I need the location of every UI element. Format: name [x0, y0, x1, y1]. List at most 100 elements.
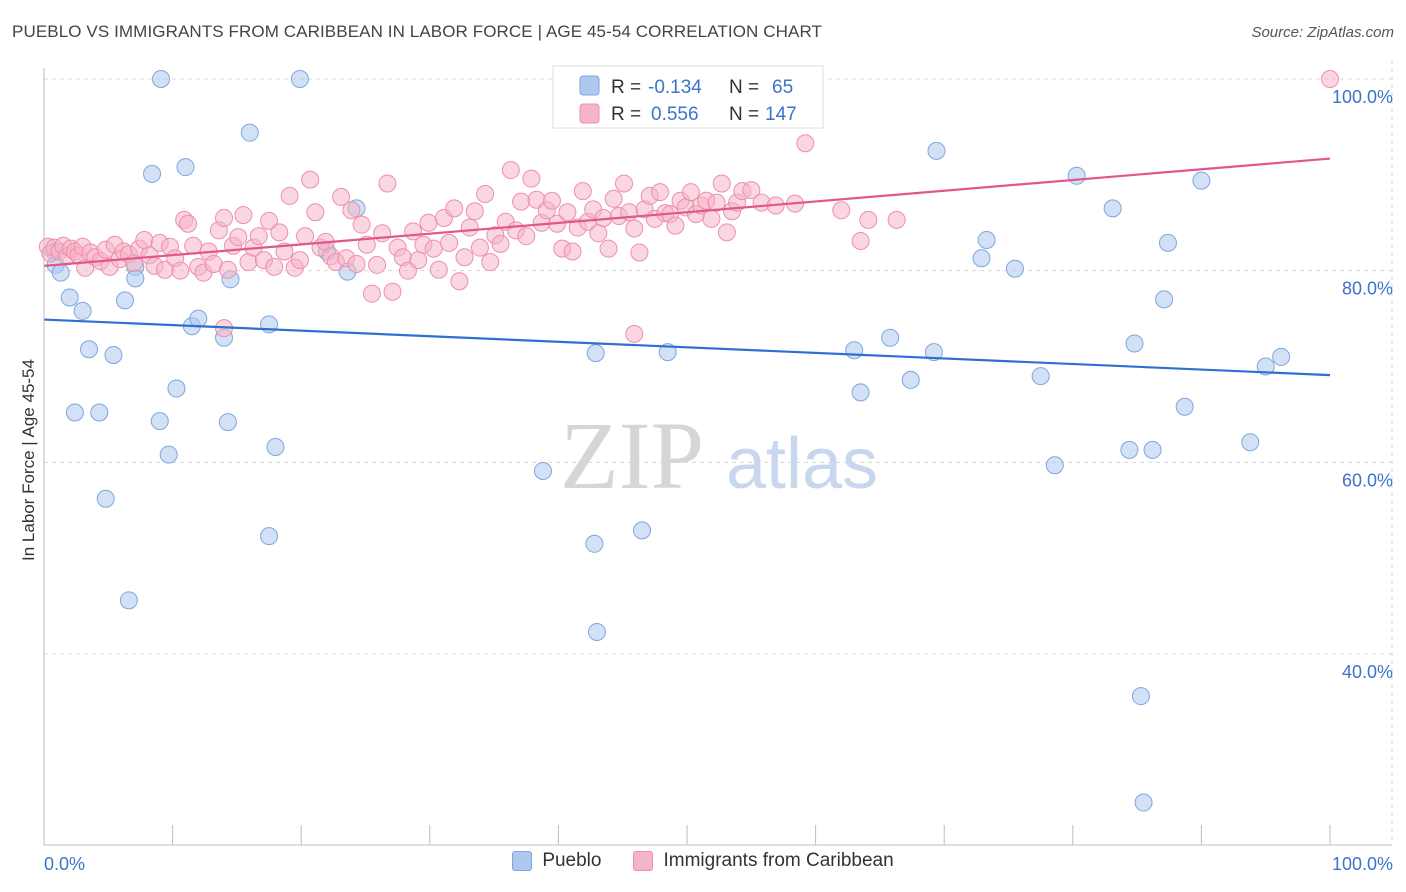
pueblo-point-8 [104, 346, 123, 364]
pueblo-point-51 [1005, 259, 1024, 278]
x-tick-label-min: 0.0% [44, 854, 85, 874]
pueblo-point-55 [1103, 199, 1122, 218]
caribbean-point-51 [280, 186, 299, 205]
caribbean-point-31 [179, 214, 198, 233]
pueblo-point-17 [189, 309, 208, 328]
caribbean-point-149 [625, 324, 644, 343]
pueblo-point-6 [65, 403, 84, 422]
pueblo-point-53 [1045, 456, 1064, 475]
pueblo-point-60 [1143, 440, 1162, 459]
caribbean-point-38 [215, 208, 234, 227]
caribbean-point-136 [717, 223, 736, 242]
caribbean-point-116 [614, 174, 633, 193]
caribbean-point-102 [542, 191, 561, 210]
caribbean-point-123 [650, 183, 669, 202]
y-tick-label-40: 40.0% [1342, 662, 1393, 682]
pueblo-point-58 [1131, 687, 1150, 706]
caribbean-trend-line [43, 157, 1331, 267]
y-tick-label-100: 100.0% [1332, 87, 1393, 107]
caribbean-point-42 [234, 206, 253, 225]
caribbean-point-88 [470, 238, 489, 257]
caribbean-point-114 [604, 189, 623, 208]
caribbean-point-126 [666, 216, 685, 235]
caribbean-point-65 [352, 215, 371, 234]
pueblo-point-14 [167, 379, 186, 398]
caribbean-point-145 [832, 201, 851, 220]
caribbean-point-64 [347, 254, 366, 273]
legend-n-label-2: N = [729, 104, 759, 125]
caribbean-point-76 [409, 251, 428, 270]
source-credit: Source: ZipAtlas.com [1251, 24, 1394, 41]
caribbean-point-55 [301, 170, 320, 189]
caribbean-point-134 [707, 193, 726, 212]
legend-label-pueblo: Pueblo [542, 850, 602, 871]
caribbean-point-86 [460, 218, 479, 237]
caribbean-point-29 [171, 261, 190, 280]
series-caribbean [38, 70, 1339, 343]
pueblo-point-36 [587, 622, 606, 641]
pueblo-point-49 [972, 249, 991, 268]
caribbean-point-66 [357, 235, 376, 254]
legend-swatch-pueblo [579, 75, 600, 96]
pueblo-point-2 [51, 263, 70, 282]
caribbean-point-22 [135, 231, 154, 249]
pueblo-point-15 [176, 158, 195, 177]
pueblo-point-50 [977, 231, 996, 249]
caribbean-point-106 [563, 242, 582, 261]
y-tick-label-80: 80.0% [1342, 279, 1393, 299]
series-legend: Pueblo Immigrants from Caribbean [0, 850, 1406, 872]
caribbean-point-53 [290, 251, 309, 270]
pueblo-point-21 [240, 123, 259, 142]
pueblo-point-67 [1272, 347, 1291, 366]
pueblo-point-26 [119, 591, 138, 610]
caribbean-point-111 [589, 224, 608, 243]
caribbean-point-49 [270, 223, 289, 242]
pueblo-point-48 [927, 141, 946, 160]
pueblo-point-5 [80, 340, 99, 359]
pueblo-point-39 [585, 534, 604, 553]
y-axis-label: In Labor Force | Age 45-54 [19, 359, 38, 561]
legend-label-caribbean: Immigrants from Caribbean [663, 850, 894, 871]
pueblo-point-29 [290, 70, 309, 88]
pueblo-point-25 [96, 489, 115, 508]
legend-n-value-2: 147 [765, 104, 797, 125]
pueblo-trend-line [43, 318, 1331, 377]
caribbean-point-151 [1321, 70, 1339, 88]
caribbean-point-82 [440, 233, 459, 252]
caribbean-point-133 [702, 209, 721, 228]
pueblo-point-11 [126, 269, 145, 288]
caribbean-point-147 [859, 210, 878, 229]
caribbean-point-78 [419, 213, 438, 232]
legend-r-label-1: R = [611, 77, 641, 98]
pueblo-point-40 [586, 344, 605, 363]
pueblo-point-24 [260, 527, 279, 546]
caribbean-point-84 [450, 272, 469, 291]
pueblo-point-35 [533, 461, 552, 480]
pueblo-point-64 [1192, 171, 1211, 190]
caribbean-point-119 [630, 243, 649, 262]
pueblo-point-19 [218, 413, 237, 432]
caribbean-point-129 [681, 183, 700, 202]
legend-n-value-1: 65 [772, 77, 793, 98]
pueblo-point-59 [1134, 793, 1153, 812]
pueblo-point-7 [90, 403, 109, 422]
caribbean-point-48 [265, 257, 284, 276]
caribbean-point-80 [429, 260, 448, 279]
caribbean-point-135 [712, 174, 731, 193]
pueblo-point-10 [116, 291, 135, 310]
caribbean-point-71 [383, 282, 402, 301]
axes: 40.0% 60.0% 80.0% 100.0% 0.0% 100.0% [43, 68, 1393, 874]
legend-r-value-2: 0.556 [651, 104, 699, 125]
caribbean-point-41 [229, 228, 248, 247]
pueblo-point-28 [152, 70, 171, 88]
caribbean-point-108 [573, 182, 592, 201]
pueblo-point-65 [1241, 433, 1260, 452]
legend-item-caribbean: Immigrants from Caribbean [633, 850, 894, 872]
caribbean-point-83 [445, 199, 464, 218]
pueblo-point-62 [1158, 233, 1177, 252]
caribbean-point-85 [455, 248, 474, 267]
pueblo-point-3 [60, 288, 79, 307]
caribbean-point-140 [742, 181, 761, 200]
pueblo-point-12 [150, 412, 169, 431]
